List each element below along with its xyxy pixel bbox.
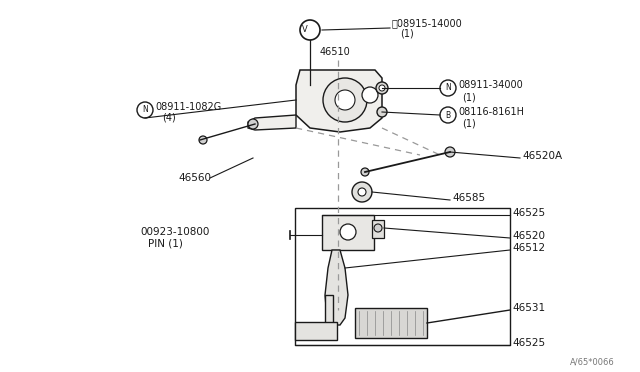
Text: PIN (1): PIN (1) [148,238,183,248]
Bar [372,220,384,238]
Circle shape [358,188,366,196]
Circle shape [335,90,355,110]
Circle shape [374,224,382,232]
Bar [295,322,337,340]
Circle shape [137,102,153,118]
Text: 46525: 46525 [512,338,545,348]
Text: N: N [445,83,451,93]
Circle shape [199,136,207,144]
Circle shape [362,87,378,103]
Circle shape [376,82,388,94]
Text: B: B [445,110,451,119]
Polygon shape [248,115,296,130]
Circle shape [379,85,385,91]
Text: 46520A: 46520A [522,151,562,161]
Text: 46512: 46512 [512,243,545,253]
Text: (1): (1) [400,29,413,39]
Circle shape [377,107,387,117]
Text: Ⓥ08915-14000: Ⓥ08915-14000 [392,18,463,28]
Text: 08116-8161H: 08116-8161H [458,107,524,117]
Circle shape [300,20,320,40]
Text: (4): (4) [162,113,176,123]
Bar [295,208,510,345]
Text: 46560: 46560 [178,173,211,183]
Circle shape [440,107,456,123]
Text: 46525: 46525 [512,208,545,218]
Text: V: V [302,26,308,35]
Text: (1): (1) [462,119,476,129]
Text: 00923-10800: 00923-10800 [140,227,209,237]
Polygon shape [296,70,382,132]
Text: (1): (1) [462,92,476,102]
Circle shape [440,80,456,96]
Polygon shape [325,250,348,325]
Circle shape [340,224,356,240]
Bar [322,215,374,250]
Text: A/65*0066: A/65*0066 [570,357,615,366]
Text: 08911-1082G: 08911-1082G [155,102,221,112]
Text: 08911-34000: 08911-34000 [458,80,523,90]
Bar [325,295,333,337]
Circle shape [445,147,455,157]
Circle shape [323,78,367,122]
Text: 46520: 46520 [512,231,545,241]
Bar [355,308,427,338]
Text: N: N [142,106,148,115]
Circle shape [361,168,369,176]
Text: 46531: 46531 [512,303,545,313]
Circle shape [248,119,258,129]
Text: 46510: 46510 [320,47,351,57]
Text: 46585: 46585 [452,193,485,203]
Circle shape [352,182,372,202]
